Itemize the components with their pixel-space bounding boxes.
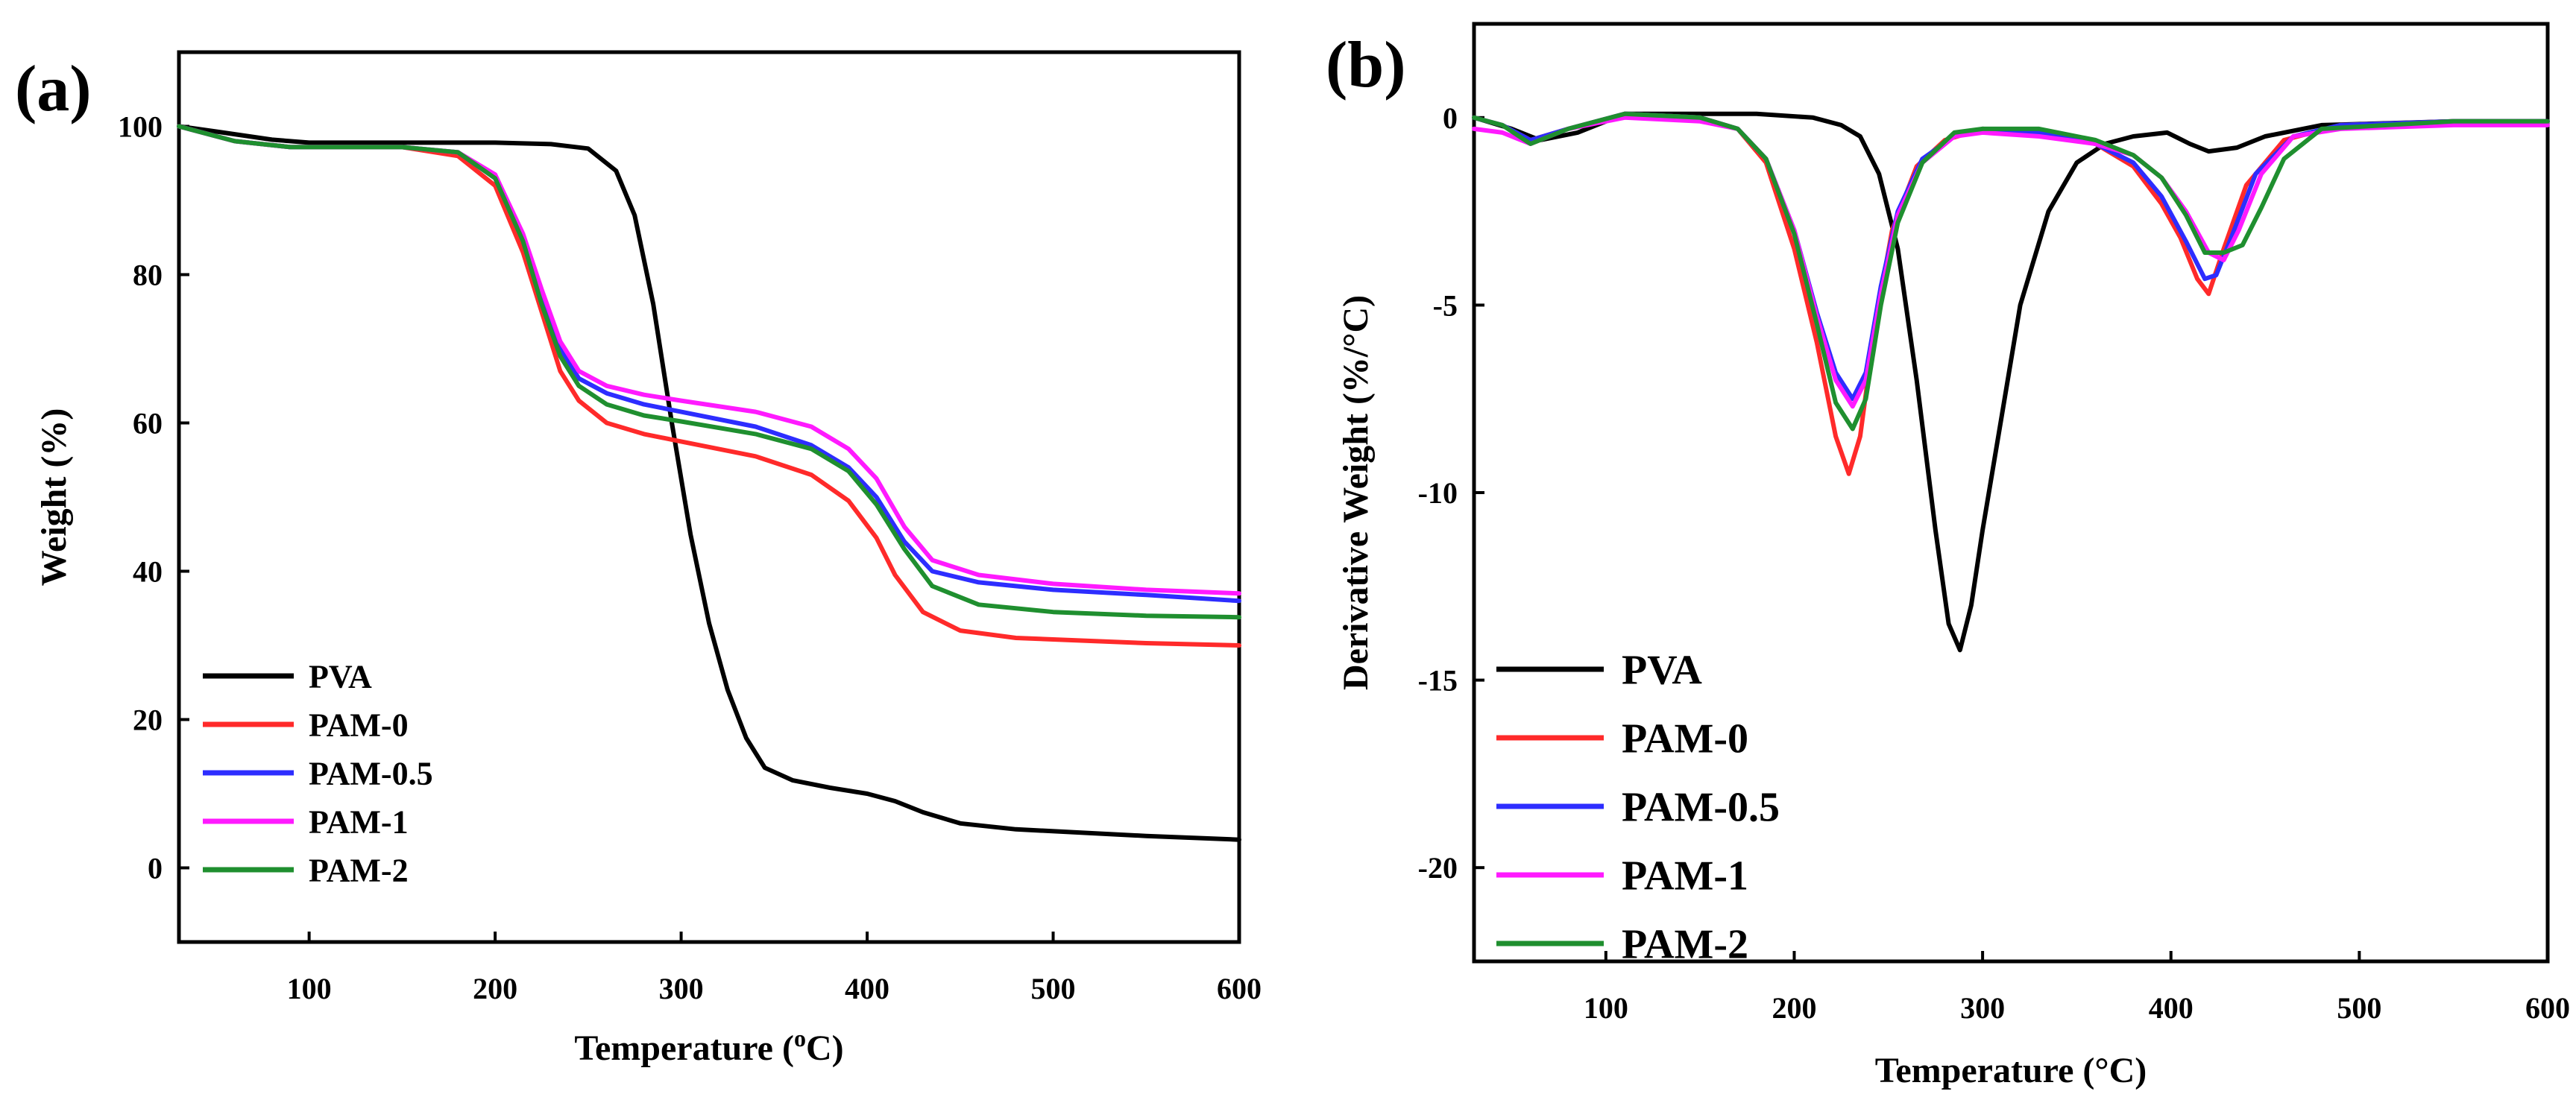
panel-b-legend-label: PAM-0.5 bbox=[1622, 785, 1780, 831]
panel-b-y-tick-label: -20 bbox=[1418, 851, 1458, 885]
panel-a-plot-frame bbox=[177, 50, 1241, 944]
panel-b-legend-label: PAM-0 bbox=[1622, 716, 1748, 762]
panel-a-y-tick-label: 80 bbox=[133, 259, 163, 292]
panel-b-y-tick-label: -5 bbox=[1433, 288, 1458, 322]
panel-b-x-tick-label: 100 bbox=[1584, 991, 1628, 1025]
panel-b-x-tick-label: 300 bbox=[1960, 991, 2005, 1025]
panel-a-legend-label: PVA bbox=[309, 658, 372, 695]
panel-b-legend-label: PAM-1 bbox=[1622, 853, 1748, 900]
panel-a-y-ticks: 0 20 40 60 80 100 bbox=[118, 110, 189, 885]
panel-a-legend-label: PAM-0.5 bbox=[309, 755, 433, 791]
panel-b-x-tick-label: 400 bbox=[2149, 991, 2194, 1025]
panel-a-series-line-pam-0 bbox=[177, 124, 1241, 648]
panel-b-x-tick-label: 200 bbox=[1772, 991, 1816, 1025]
panel-a-series-line-pam-0-5 bbox=[177, 124, 1241, 604]
panel-a-x-tick-label: 300 bbox=[659, 972, 704, 1005]
panel-b-x-ticks: 100 200 300 400 500 600 bbox=[1584, 951, 2570, 1025]
panel-b-series-line-pam-0 bbox=[1472, 111, 2550, 476]
panel-b-x-tick-label: 500 bbox=[2337, 991, 2381, 1025]
panel-a-series-line-pam-2 bbox=[177, 124, 1241, 620]
panel-a-y-tick-label: 40 bbox=[133, 555, 163, 589]
panel-a-x-tick-label: 200 bbox=[473, 972, 517, 1005]
panel-a-legend-label: PAM-2 bbox=[309, 852, 409, 888]
panel-b-legend: PVA PAM-0 PAM-0.5 PAM-1 PAM-2 bbox=[1496, 648, 1780, 968]
panel-b-legend-label: PVA bbox=[1622, 648, 1702, 694]
panel-a-label: (a) bbox=[15, 53, 92, 125]
panel-a-y-axis-label: Weight (%) bbox=[34, 408, 74, 587]
panel-b-legend-label: PAM-2 bbox=[1622, 922, 1748, 968]
panel-b-derivative-chart: (b) 100 200 300 400 500 600 0-5-10-15-20 PVAP… bbox=[1326, 22, 2570, 1090]
panel-a-series-line-pva bbox=[177, 124, 1241, 842]
panel-b-y-axis-label: Derivative Weight (%/°C) bbox=[1336, 295, 1376, 690]
panel-b-y-tick-label: -15 bbox=[1418, 664, 1458, 698]
panel-b-series bbox=[1472, 111, 2550, 653]
panel-a-legend-label: PAM-1 bbox=[309, 803, 409, 840]
panel-b-series-line-pva bbox=[1472, 111, 2550, 653]
panel-a-y-tick-label: 0 bbox=[148, 852, 163, 885]
panel-a-x-tick-label: 600 bbox=[1217, 972, 1262, 1005]
panel-b-x-tick-label: 600 bbox=[2525, 991, 2570, 1025]
panel-a-legend: PVA PAM-0 PAM-0.5 PAM-1 PAM-2 bbox=[203, 658, 433, 888]
panel-a-legend-label: PAM-0 bbox=[309, 707, 409, 743]
panel-a-y-tick-label: 20 bbox=[133, 704, 163, 737]
panel-a-y-tick-label: 60 bbox=[133, 407, 163, 440]
panel-a-x-tick-label: 500 bbox=[1031, 972, 1076, 1005]
panel-b-x-axis-label: Temperature (°C) bbox=[1875, 1051, 2147, 1090]
panel-a-x-axis-label: Temperature (oC) bbox=[574, 1025, 843, 1068]
panel-b-y-tick-label: 0 bbox=[1443, 101, 1458, 135]
panel-a-x-tick-label: 400 bbox=[845, 972, 889, 1005]
panel-a-x-tick-label: 100 bbox=[287, 972, 332, 1005]
panel-a-series bbox=[177, 124, 1241, 842]
panel-a-y-tick-label: 100 bbox=[118, 110, 163, 144]
panel-b-y-tick-label: -10 bbox=[1418, 476, 1458, 510]
panel-b-label: (b) bbox=[1326, 29, 1406, 101]
panel-a-x-ticks: 100 200 300 400 500 600 bbox=[287, 932, 1262, 1005]
panel-a-series-line-pam-1 bbox=[177, 124, 1241, 596]
panel-b-series-line-pam-2 bbox=[1472, 111, 2550, 432]
